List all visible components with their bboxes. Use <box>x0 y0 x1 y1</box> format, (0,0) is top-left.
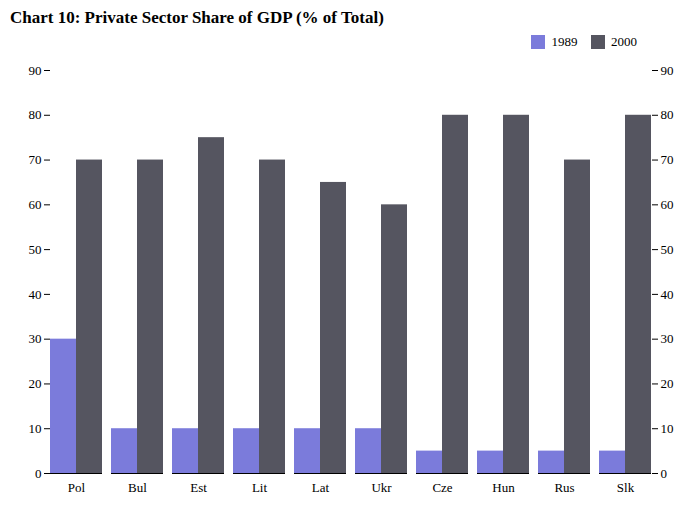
svg-text:20: 20 <box>29 376 42 391</box>
svg-text:Cze: Cze <box>432 480 452 495</box>
svg-text:0: 0 <box>35 466 42 481</box>
svg-text:80: 80 <box>661 107 674 122</box>
svg-text:Slk: Slk <box>617 480 635 495</box>
svg-text:70: 70 <box>29 152 42 167</box>
svg-text:Lit: Lit <box>252 480 268 495</box>
svg-text:0: 0 <box>661 466 668 481</box>
svg-text:10: 10 <box>661 421 674 436</box>
html-text:1989: 1989 <box>551 33 578 49</box>
svg-text:40: 40 <box>29 287 42 302</box>
svg-text:70: 70 <box>661 152 674 167</box>
svg-text:80: 80 <box>29 107 42 122</box>
svg-text:Rus: Rus <box>554 480 574 495</box>
svg-text:Pol: Pol <box>68 480 86 495</box>
svg-text:30: 30 <box>29 331 42 346</box>
svg-text:90: 90 <box>661 63 674 78</box>
svg-text:10: 10 <box>29 421 42 436</box>
svg-text:20: 20 <box>661 376 674 391</box>
svg-text:60: 60 <box>661 197 674 212</box>
svg-text:Bul: Bul <box>128 480 147 495</box>
svg-text:50: 50 <box>29 242 42 257</box>
svg-text:Est: Est <box>190 480 207 495</box>
svg-text:Ukr: Ukr <box>371 480 392 495</box>
html-text:Chart 10: Private Sector Share: Chart 10: Private Sector Share of GDP (%… <box>10 8 384 27</box>
svg-text:50: 50 <box>661 242 674 257</box>
svg-text:90: 90 <box>29 63 42 78</box>
svg-text:Hun: Hun <box>492 480 515 495</box>
svg-text:40: 40 <box>661 287 674 302</box>
html-text:2000: 2000 <box>611 33 637 49</box>
svg-text:60: 60 <box>29 197 42 212</box>
svg-text:Lat: Lat <box>312 480 330 495</box>
svg-text:30: 30 <box>661 331 674 346</box>
